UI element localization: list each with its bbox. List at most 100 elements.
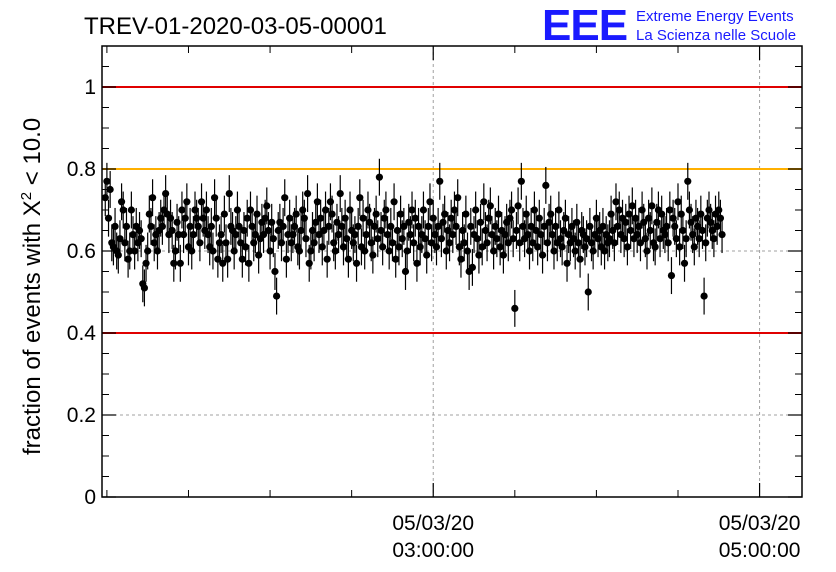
data-point [581, 243, 589, 251]
data-point [328, 210, 336, 218]
data-point [476, 218, 485, 226]
data-point [188, 247, 196, 255]
data-point [255, 251, 263, 259]
data-point [472, 206, 480, 214]
data-point [204, 231, 212, 239]
data-point [385, 247, 393, 255]
data-point [290, 222, 299, 230]
data-point [535, 214, 543, 222]
data-point [351, 231, 359, 239]
data-point [209, 247, 217, 255]
data-point [183, 198, 191, 206]
data-point [516, 239, 524, 247]
data-point [607, 210, 615, 218]
data-point [106, 185, 114, 194]
data-point [468, 263, 476, 271]
data-point [589, 247, 597, 255]
data-point [117, 198, 126, 206]
data-point [356, 194, 364, 202]
data-point [176, 259, 184, 267]
y-axis-label-superscript: 2 [18, 192, 35, 200]
data-point [677, 210, 685, 218]
data-point [400, 222, 408, 230]
data-point [240, 226, 248, 235]
data-point [397, 210, 405, 218]
data-point [475, 251, 483, 259]
data-point [633, 231, 641, 239]
data-point [542, 181, 550, 189]
data-point [271, 267, 279, 276]
data-point [506, 214, 514, 222]
data-point [698, 226, 707, 235]
data-point [645, 214, 653, 222]
data-point [587, 239, 596, 247]
data-point [124, 255, 132, 263]
y-tick-label: 0.6 [67, 240, 96, 263]
data-point [365, 218, 374, 226]
data-point [261, 214, 269, 222]
data-point [178, 206, 186, 214]
data-point [272, 292, 281, 300]
data-point [710, 235, 718, 243]
x-tick-label-time: 03:00:00 [392, 539, 474, 562]
y-tick-label: 0.4 [67, 322, 97, 345]
data-point [512, 226, 521, 235]
data-point [522, 210, 530, 218]
data-point [507, 206, 516, 214]
data-point [664, 239, 672, 247]
data-point [375, 173, 383, 181]
data-point [302, 235, 310, 243]
data-point [552, 222, 560, 230]
data-point [491, 222, 499, 230]
data-point [263, 202, 271, 210]
data-point [672, 235, 680, 243]
data-point [452, 222, 460, 230]
y-tick-label: 0.8 [67, 158, 96, 181]
data-point [643, 247, 651, 255]
data-point [406, 231, 414, 239]
data-point [225, 190, 233, 198]
data-point [186, 222, 194, 230]
tick-labels: 0 0.2 0.4 0.6 0.8 1 05/03/20 03:00:00 05/03/20 05… [67, 76, 801, 562]
data-point [651, 243, 659, 251]
data-point [449, 231, 457, 239]
data-point [517, 177, 525, 185]
data-point [313, 198, 321, 206]
data-point [380, 214, 388, 222]
data-point [662, 222, 671, 230]
data-point [499, 251, 507, 259]
data-point [437, 235, 445, 243]
data-point [690, 243, 698, 251]
data-point [297, 226, 305, 235]
x-tick-label-time: 05:00:00 [719, 539, 801, 562]
data-point [299, 206, 307, 214]
data-point [224, 255, 232, 263]
data-point [338, 222, 346, 230]
data-point [605, 235, 614, 243]
data-point [392, 255, 400, 263]
data-point [199, 214, 207, 222]
data-point [646, 226, 654, 235]
data-point [684, 177, 692, 185]
data-point [622, 218, 630, 226]
data-point [501, 231, 509, 239]
data-point [514, 202, 522, 210]
data-point [334, 231, 343, 239]
x-tick-label-date: 05/03/20 [392, 512, 474, 535]
data-point [442, 247, 450, 255]
data-point [104, 214, 113, 222]
data-point [142, 259, 150, 267]
data-point [369, 251, 377, 259]
data-point [697, 210, 705, 218]
data-point [341, 214, 349, 222]
data-point [230, 247, 238, 255]
data-point [361, 247, 369, 255]
data-point [671, 222, 679, 230]
data-point [529, 239, 537, 247]
data-point [447, 214, 455, 222]
data-point [349, 239, 357, 247]
data-point [416, 243, 424, 251]
data-point [352, 259, 361, 267]
data-point [414, 222, 423, 230]
data-point [390, 198, 398, 206]
